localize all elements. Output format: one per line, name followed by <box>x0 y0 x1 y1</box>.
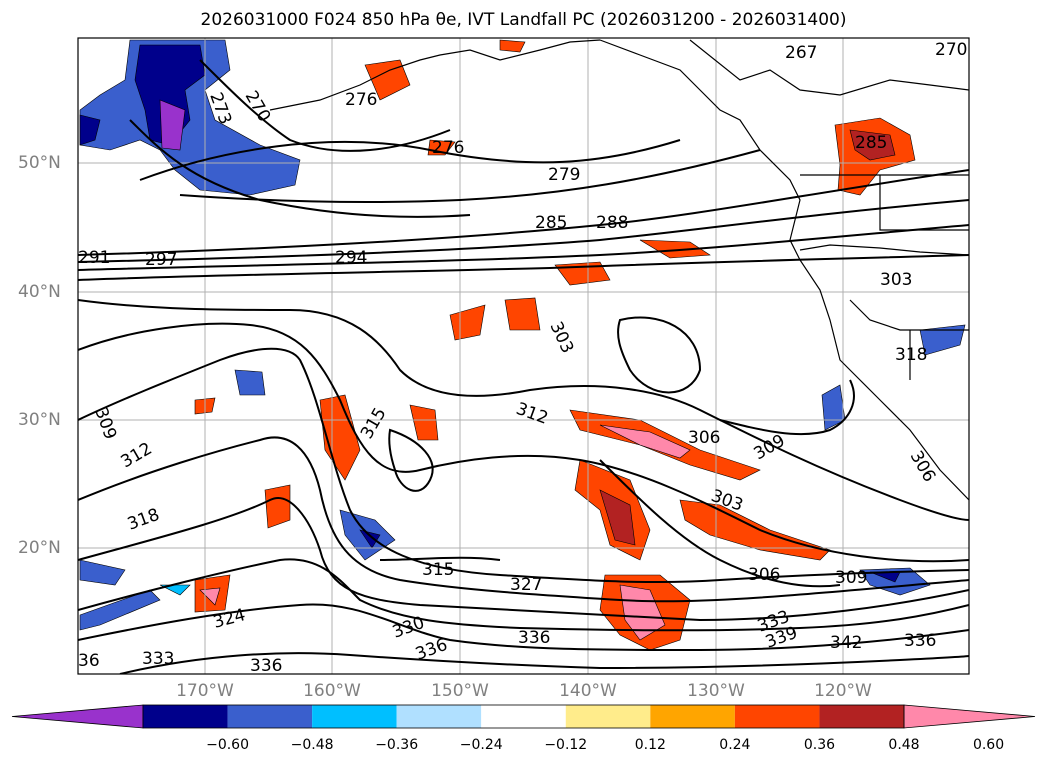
negative-anomaly-w <box>79 114 101 146</box>
colorbar-tick-label: −0.24 <box>459 737 503 753</box>
contour-label: 276 <box>345 90 377 110</box>
contour-label: 267 <box>785 43 817 63</box>
positive-anomaly-ne-core <box>849 129 896 161</box>
contour-label: 342 <box>830 633 862 653</box>
colorbar-tick-label: −0.60 <box>206 737 249 753</box>
contour-label: 315 <box>422 560 454 580</box>
contour-label: 309 <box>90 405 120 442</box>
contour-label: 297 <box>145 250 177 270</box>
contour-label: 336 <box>904 631 936 651</box>
colorbar-bin <box>734 705 820 728</box>
contour-label: 291 <box>78 248 110 268</box>
contour-label: 327 <box>510 575 542 595</box>
colorbar-tick-label: 0.24 <box>719 737 751 753</box>
colorbar-bin <box>481 705 566 728</box>
negative-anomaly-sw-2 <box>79 589 161 631</box>
colorbar <box>11 704 1036 729</box>
positive-anomaly-5 <box>504 297 541 331</box>
negative-anomaly-sw <box>79 559 126 586</box>
lon-label: 160°W <box>303 681 361 701</box>
colorbar-bin <box>565 705 651 728</box>
positive-anomaly-4 <box>449 304 486 341</box>
colorbar-bin <box>396 705 482 728</box>
colorbar-bin <box>143 705 228 728</box>
contour-label: 285 <box>535 213 567 233</box>
contour-label: 294 <box>335 248 367 268</box>
colorbar-bin <box>227 705 313 728</box>
contour-label: 312 <box>118 439 156 473</box>
colorbar-extend-high <box>903 704 1036 729</box>
contour-label: 315 <box>357 404 391 442</box>
contour-label: 318 <box>895 345 927 365</box>
contour-label: 36 <box>78 651 100 671</box>
contour-label: 318 <box>125 505 162 535</box>
contour-label: 303 <box>545 319 577 357</box>
contour-label: 306 <box>748 565 780 585</box>
contour-label: 270 <box>935 40 967 60</box>
negative-anomaly-coast-2 <box>919 324 966 356</box>
contour-label: 336 <box>250 656 282 676</box>
contour-label: 270 <box>241 88 275 126</box>
colorbar-bin <box>650 705 735 728</box>
positive-anomaly-12 <box>499 39 526 53</box>
contour-label: 309 <box>835 568 867 588</box>
lon-label: 120°W <box>814 681 872 701</box>
colorbar-tick-label: −0.48 <box>290 737 334 753</box>
lat-label: 20°N <box>18 538 61 558</box>
contour-label: 312 <box>513 399 550 429</box>
positive-anomaly-13 <box>364 59 411 101</box>
positive-anomaly-central-core <box>599 489 636 546</box>
colorbar-frame <box>142 704 905 729</box>
contour-label: 330 <box>390 613 427 643</box>
contour-label: 279 <box>548 165 580 185</box>
colorbar-bin <box>819 705 904 728</box>
contour-label: 309 <box>751 431 789 465</box>
contour-label: 303 <box>880 270 912 290</box>
negative-anomaly-mid <box>234 369 266 396</box>
positive-anomaly-7 <box>264 484 291 529</box>
plot-frame <box>77 37 970 675</box>
colorbar-extend-low <box>11 704 144 729</box>
contour-label: 336 <box>518 628 550 648</box>
shaded-field <box>79 39 966 651</box>
positive-anomaly-se-core <box>619 584 666 641</box>
lon-label: 150°W <box>431 681 489 701</box>
lon-label: 140°W <box>559 681 617 701</box>
colorbar-tick-label: −0.36 <box>375 737 419 753</box>
colorbar-tick-label: 0.12 <box>634 737 666 753</box>
lon-label: 170°W <box>176 681 234 701</box>
colorbar-tick-label: 0.36 <box>803 737 836 753</box>
positive-anomaly-ribbon-core <box>599 424 691 459</box>
positive-anomaly-east <box>679 499 831 561</box>
contour-label: 276 <box>432 138 464 158</box>
coastlines <box>269 39 969 501</box>
lat-label: 30°N <box>18 410 61 430</box>
colorbar-tick-label: 0.48 <box>888 737 920 753</box>
contour-label: 333 <box>142 649 174 669</box>
colorbar-bin <box>312 705 397 728</box>
colorbar-tick-label: 0.60 <box>972 737 1005 753</box>
lat-label: 50°N <box>18 153 61 173</box>
contour-label: 306 <box>688 428 720 448</box>
lon-label: 130°W <box>687 681 745 701</box>
theta-e-contours <box>78 59 969 674</box>
contour-label: 285 <box>855 133 887 153</box>
lat-label: 40°N <box>18 282 61 302</box>
negative-anomaly-nw-peak <box>159 99 186 151</box>
contour-label: 306 <box>906 448 940 486</box>
map-title: 2026031000 F024 850 hPa θe, IVT Landfall… <box>200 10 847 30</box>
colorbar-tick-label: −0.12 <box>544 737 588 753</box>
contour-label: 288 <box>596 213 628 233</box>
positive-anomaly-9 <box>409 404 439 441</box>
positive-anomaly-6 <box>319 394 361 481</box>
